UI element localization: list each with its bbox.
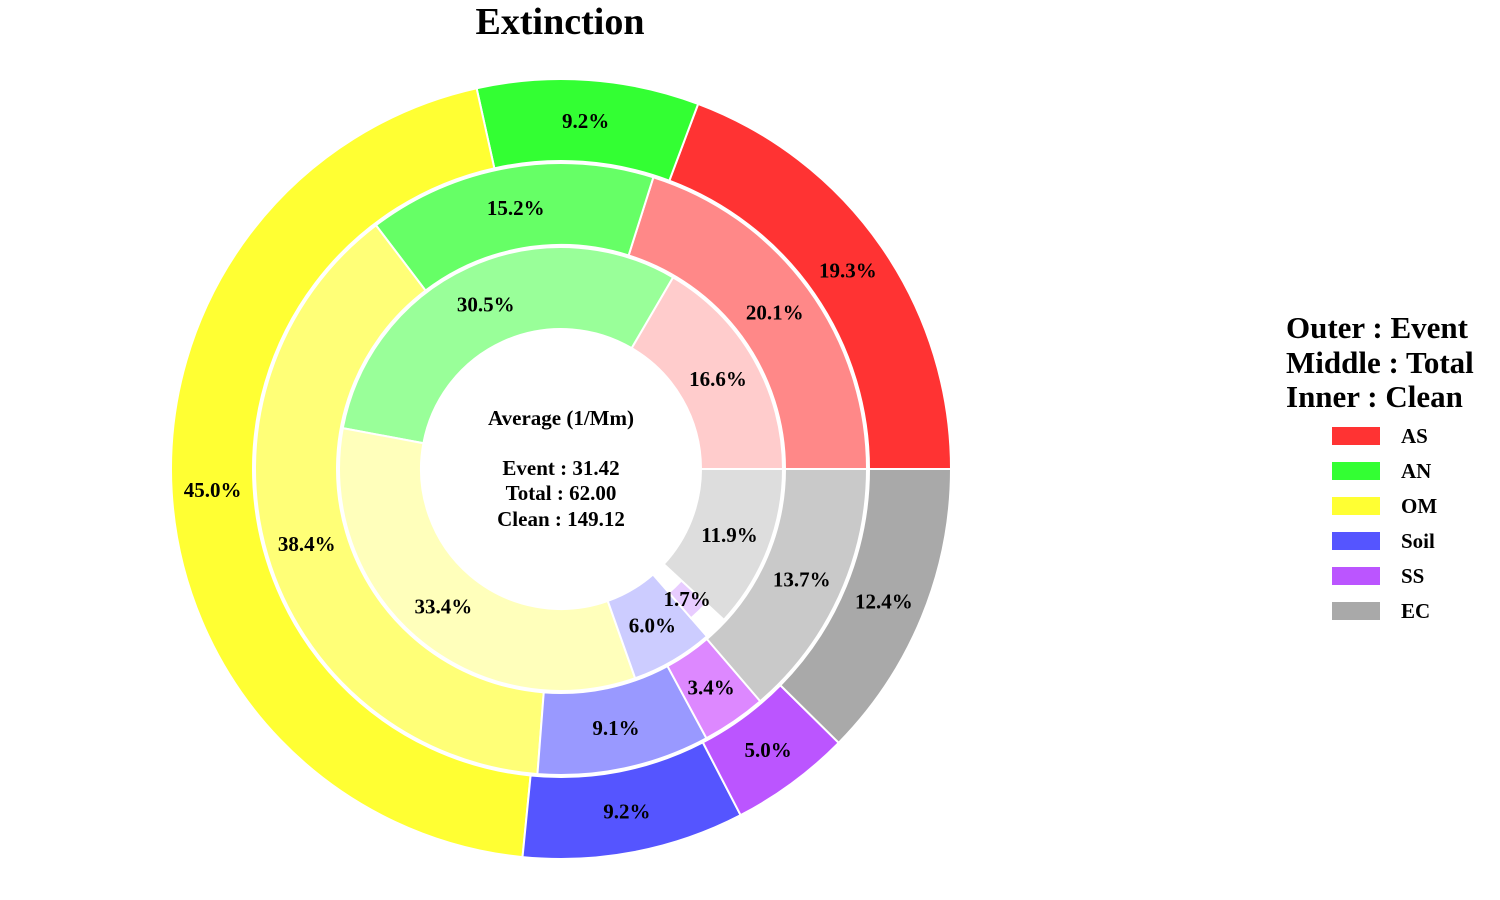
middle-label-an: 15.2% (487, 196, 545, 220)
legend-header-inner: Inner : Clean (1286, 379, 1463, 414)
legend-header-middle: Middle : Total (1286, 345, 1474, 380)
ring-value-labels: 19.3% 9.2% 45.0% 9.2% 5.0% 12.4% 20.1% 15.2% 38.… (184, 109, 913, 824)
legend-swatch-as (1332, 427, 1380, 445)
inner-slice-om (338, 426, 637, 692)
legend-header-outer: Outer : Event (1286, 310, 1469, 345)
center-total-value: Total : 62.00 (506, 481, 617, 505)
legend-label-om: OM (1401, 494, 1437, 518)
legend-label-an: AN (1401, 459, 1431, 483)
inner-label-soil: 6.0% (629, 613, 676, 637)
legend-label-ss: SS (1401, 564, 1424, 588)
legend-swatch-om (1332, 497, 1380, 515)
legend-swatch-ec (1332, 602, 1380, 620)
legend-label-soil: Soil (1401, 529, 1435, 553)
middle-slice-ec (705, 468, 869, 703)
inner-label-as: 16.6% (689, 367, 747, 391)
outer-slice-ec (778, 468, 953, 745)
middle-slice-om (254, 223, 545, 776)
legend-swatch-soil (1332, 532, 1380, 550)
center-heading: Average (1/Mm) (488, 406, 634, 430)
inner-label-an: 30.5% (457, 292, 515, 316)
legend-swatch-ss (1332, 567, 1380, 585)
center-event-value: Event : 31.42 (502, 456, 619, 480)
inner-label-ec: 11.9% (701, 523, 758, 547)
middle-label-soil: 9.1% (592, 716, 639, 740)
legend-label-as: AS (1401, 424, 1428, 448)
outer-label-ss: 5.0% (745, 738, 792, 762)
legend-entries: AS AN OM Soil SS EC (1332, 424, 1437, 623)
outer-label-om: 45.0% (184, 478, 242, 502)
legend: Outer : Event Middle : Total Inner : Cle… (1286, 310, 1474, 623)
outer-label-soil: 9.2% (603, 800, 650, 824)
outer-label-an: 9.2% (562, 109, 609, 133)
inner-slice-an (341, 246, 675, 445)
middle-label-as: 20.1% (746, 300, 804, 324)
outer-label-ec: 12.4% (855, 589, 913, 613)
inner-label-om: 33.4% (414, 595, 472, 619)
chart-title: Extinction (476, 1, 645, 43)
middle-label-ec: 13.7% (773, 568, 831, 592)
inner-slice-ec (662, 468, 785, 622)
outer-slice-om (170, 87, 532, 859)
center-summary: Average (1/Mm) Event : 31.42 Total : 62.… (488, 406, 634, 531)
donut-rings (170, 78, 953, 860)
center-clean-value: Clean : 149.12 (497, 507, 625, 531)
legend-label-ec: EC (1401, 599, 1430, 623)
legend-swatch-an (1332, 462, 1380, 480)
inner-label-ss: 1.7% (663, 587, 710, 611)
middle-label-ss: 3.4% (687, 675, 734, 699)
middle-label-om: 38.4% (278, 532, 336, 556)
outer-label-as: 19.3% (819, 258, 877, 282)
